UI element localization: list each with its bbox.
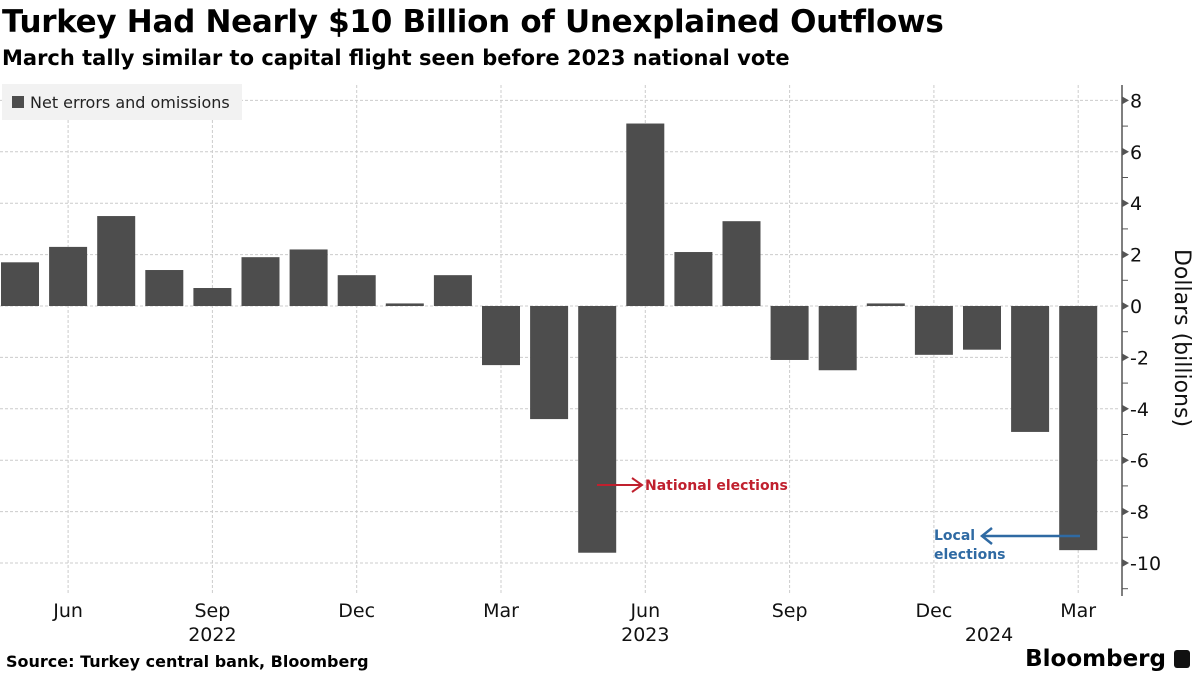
x-tick-label: Mar xyxy=(1060,600,1096,622)
x-year-label: 2022 xyxy=(188,624,236,646)
bar-2023-01 xyxy=(385,303,424,306)
y-tick-label: 2 xyxy=(1130,245,1142,267)
x-tick-label: Dec xyxy=(916,600,953,622)
y-tick-label: 8 xyxy=(1130,90,1142,112)
bar-2022-08 xyxy=(145,270,184,306)
bar-2022-07 xyxy=(97,216,136,306)
source-note: Source: Turkey central bank, Bloomberg xyxy=(6,652,369,671)
x-tick-label: Jun xyxy=(52,600,83,622)
x-year-label: 2024 xyxy=(965,624,1013,646)
bar-2023-05 xyxy=(578,306,617,553)
bar-2023-09 xyxy=(770,306,809,360)
legend: Net errors and omissions xyxy=(2,84,242,120)
bar-2023-08 xyxy=(722,221,761,306)
bar-2022-12 xyxy=(337,275,376,306)
bar-2023-10 xyxy=(818,306,857,371)
y-tick xyxy=(1122,96,1129,105)
bar-2022-09 xyxy=(193,288,232,306)
bar-2022-10 xyxy=(241,257,280,306)
y-tick-label: -4 xyxy=(1130,399,1149,421)
bar-2023-12 xyxy=(914,306,953,355)
bloomberg-chart-icon xyxy=(1174,650,1190,668)
local-elections-label: elections xyxy=(934,547,1006,563)
bar-2023-02 xyxy=(433,275,472,306)
y-tick-label: -2 xyxy=(1130,347,1149,369)
national-elections-label: National elections xyxy=(645,478,788,494)
bar-2023-03 xyxy=(482,306,520,366)
chart-subtitle: March tally similar to capital flight se… xyxy=(2,46,790,70)
y-tick-label: -10 xyxy=(1130,553,1161,575)
bar-2022-11 xyxy=(289,249,328,306)
x-tick-label: Sep xyxy=(194,600,230,622)
y-tick-label: -8 xyxy=(1130,502,1149,524)
y-tick xyxy=(1122,353,1129,362)
bar-2023-04 xyxy=(530,306,569,420)
bar-2022-05 xyxy=(1,262,39,306)
x-year-label: 2023 xyxy=(621,624,669,646)
y-tick xyxy=(1122,147,1129,156)
x-tick-label: Sep xyxy=(772,600,808,622)
local-elections-label: Local xyxy=(934,528,975,544)
y-axis-label: Dollars (billions) xyxy=(1169,249,1194,427)
y-tick xyxy=(1122,404,1129,413)
y-tick xyxy=(1122,250,1129,259)
legend-label: Net errors and omissions xyxy=(30,92,230,112)
logo-text: Bloomberg xyxy=(1025,646,1166,672)
arrowhead-icon xyxy=(979,527,993,545)
y-tick-label: 6 xyxy=(1130,142,1142,164)
y-tick xyxy=(1122,559,1129,567)
bar-2024-02 xyxy=(1011,306,1050,432)
bar-2024-03 xyxy=(1059,306,1098,551)
y-tick xyxy=(1122,302,1129,310)
bar-2023-06 xyxy=(626,123,665,306)
bar-2023-07 xyxy=(674,252,713,306)
bloomberg-logo: Bloomberg xyxy=(1025,646,1190,672)
y-tick-label: 0 xyxy=(1130,296,1142,318)
bar-2024-01 xyxy=(963,306,1001,350)
arrowhead-icon xyxy=(631,477,644,493)
x-tick-label: Dec xyxy=(338,600,375,622)
y-tick xyxy=(1122,199,1129,208)
x-tick-label: Mar xyxy=(483,600,519,622)
y-tick-label: -6 xyxy=(1130,450,1149,472)
bar-2023-11 xyxy=(866,303,905,306)
y-tick xyxy=(1122,456,1129,465)
bar-2022-06 xyxy=(49,246,88,306)
chart-title: Turkey Had Nearly $10 Billion of Unexpla… xyxy=(2,4,944,40)
y-tick xyxy=(1122,507,1129,516)
legend-swatch xyxy=(12,96,24,108)
y-tick-label: 4 xyxy=(1130,193,1142,215)
x-tick-label: Jun xyxy=(629,600,660,622)
